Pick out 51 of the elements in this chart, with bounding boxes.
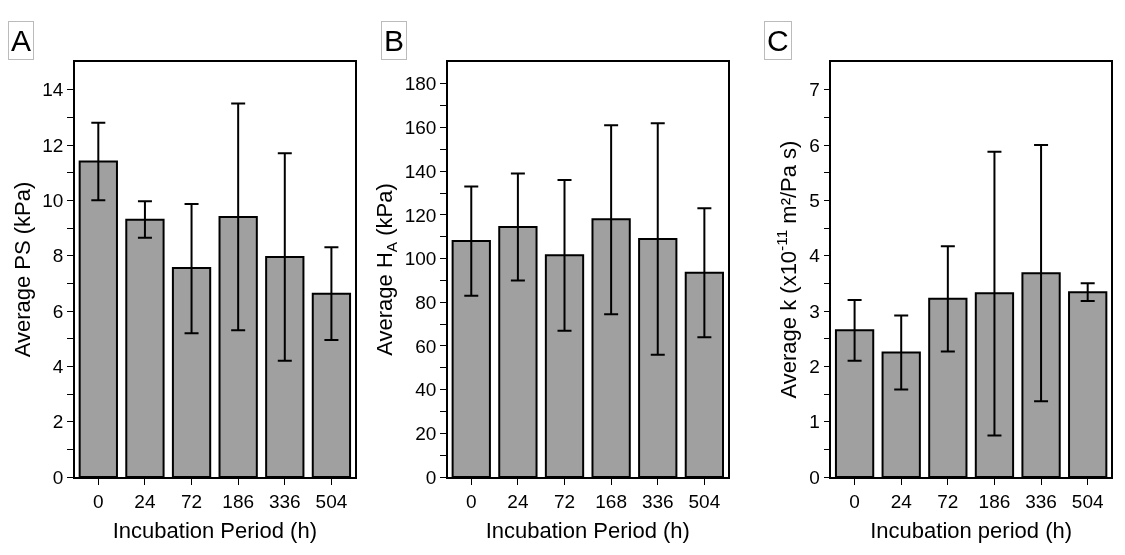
y-tick-label: 4 <box>809 245 821 267</box>
y-tick-label: 1 <box>809 411 820 433</box>
x-tick-label: 72 <box>180 490 203 512</box>
y-tick-label: 10 <box>42 189 64 211</box>
y-tick-label: 0 <box>809 466 820 488</box>
x-tick-label: 336 <box>641 490 674 512</box>
y-tick-label: 2 <box>52 411 64 433</box>
y-tick-label: 7 <box>809 79 820 101</box>
y-tick-label: 12 <box>42 134 64 156</box>
chart-title: A <box>11 24 32 57</box>
y-tick-label: 160 <box>404 117 437 139</box>
y-tick-label: 120 <box>404 204 437 226</box>
y-tick-label: 3 <box>809 300 820 322</box>
y-tick-label: 20 <box>415 422 437 444</box>
y-tick-label: 5 <box>809 189 820 211</box>
y-tick-label: 6 <box>809 134 820 156</box>
x-tick-label: 504 <box>688 490 721 512</box>
x-tick-label: 0 <box>465 490 477 512</box>
x-tick-label: 336 <box>1025 490 1057 512</box>
x-tick-label: 0 <box>849 490 860 512</box>
y-tick-label: 0 <box>52 466 64 488</box>
y-tick-label: 6 <box>52 300 64 322</box>
x-tick-label: 336 <box>268 490 301 512</box>
y-tick-label: 2 <box>809 355 820 377</box>
chart-title: B <box>384 24 405 57</box>
x-axis-title: Incubation Period (h) <box>485 517 690 543</box>
x-tick-label: 24 <box>134 490 156 512</box>
x-axis-title: Incubation period (h) <box>870 517 1073 543</box>
x-tick-label: 186 <box>222 490 255 512</box>
y-tick-label: 80 <box>415 291 437 313</box>
y-tick-label: 14 <box>42 79 64 101</box>
chart-title: C <box>767 24 789 57</box>
x-tick-label: 24 <box>890 490 913 512</box>
x-axis-title: Incubation Period (h) <box>112 517 317 543</box>
x-tick-label: 504 <box>1071 490 1104 512</box>
x-tick-label: 168 <box>595 490 627 512</box>
y-tick-label: 40 <box>415 379 437 401</box>
y-axis-title: Average PS (kPa) <box>9 181 35 358</box>
y-tick-label: 100 <box>404 248 437 270</box>
y-tick-label: 140 <box>404 160 437 182</box>
x-tick-label: 72 <box>553 490 576 512</box>
y-tick-label: 0 <box>425 466 437 488</box>
y-tick-label: 60 <box>415 335 437 357</box>
y-tick-label: 180 <box>404 73 437 95</box>
x-tick-label: 186 <box>978 490 1011 512</box>
x-tick-label: 72 <box>937 490 959 512</box>
x-tick-label: 504 <box>315 490 348 512</box>
y-tick-label: 4 <box>52 355 64 377</box>
x-tick-label: 24 <box>507 490 529 512</box>
y-tick-label: 8 <box>52 245 64 267</box>
x-tick-label: 0 <box>93 490 104 512</box>
